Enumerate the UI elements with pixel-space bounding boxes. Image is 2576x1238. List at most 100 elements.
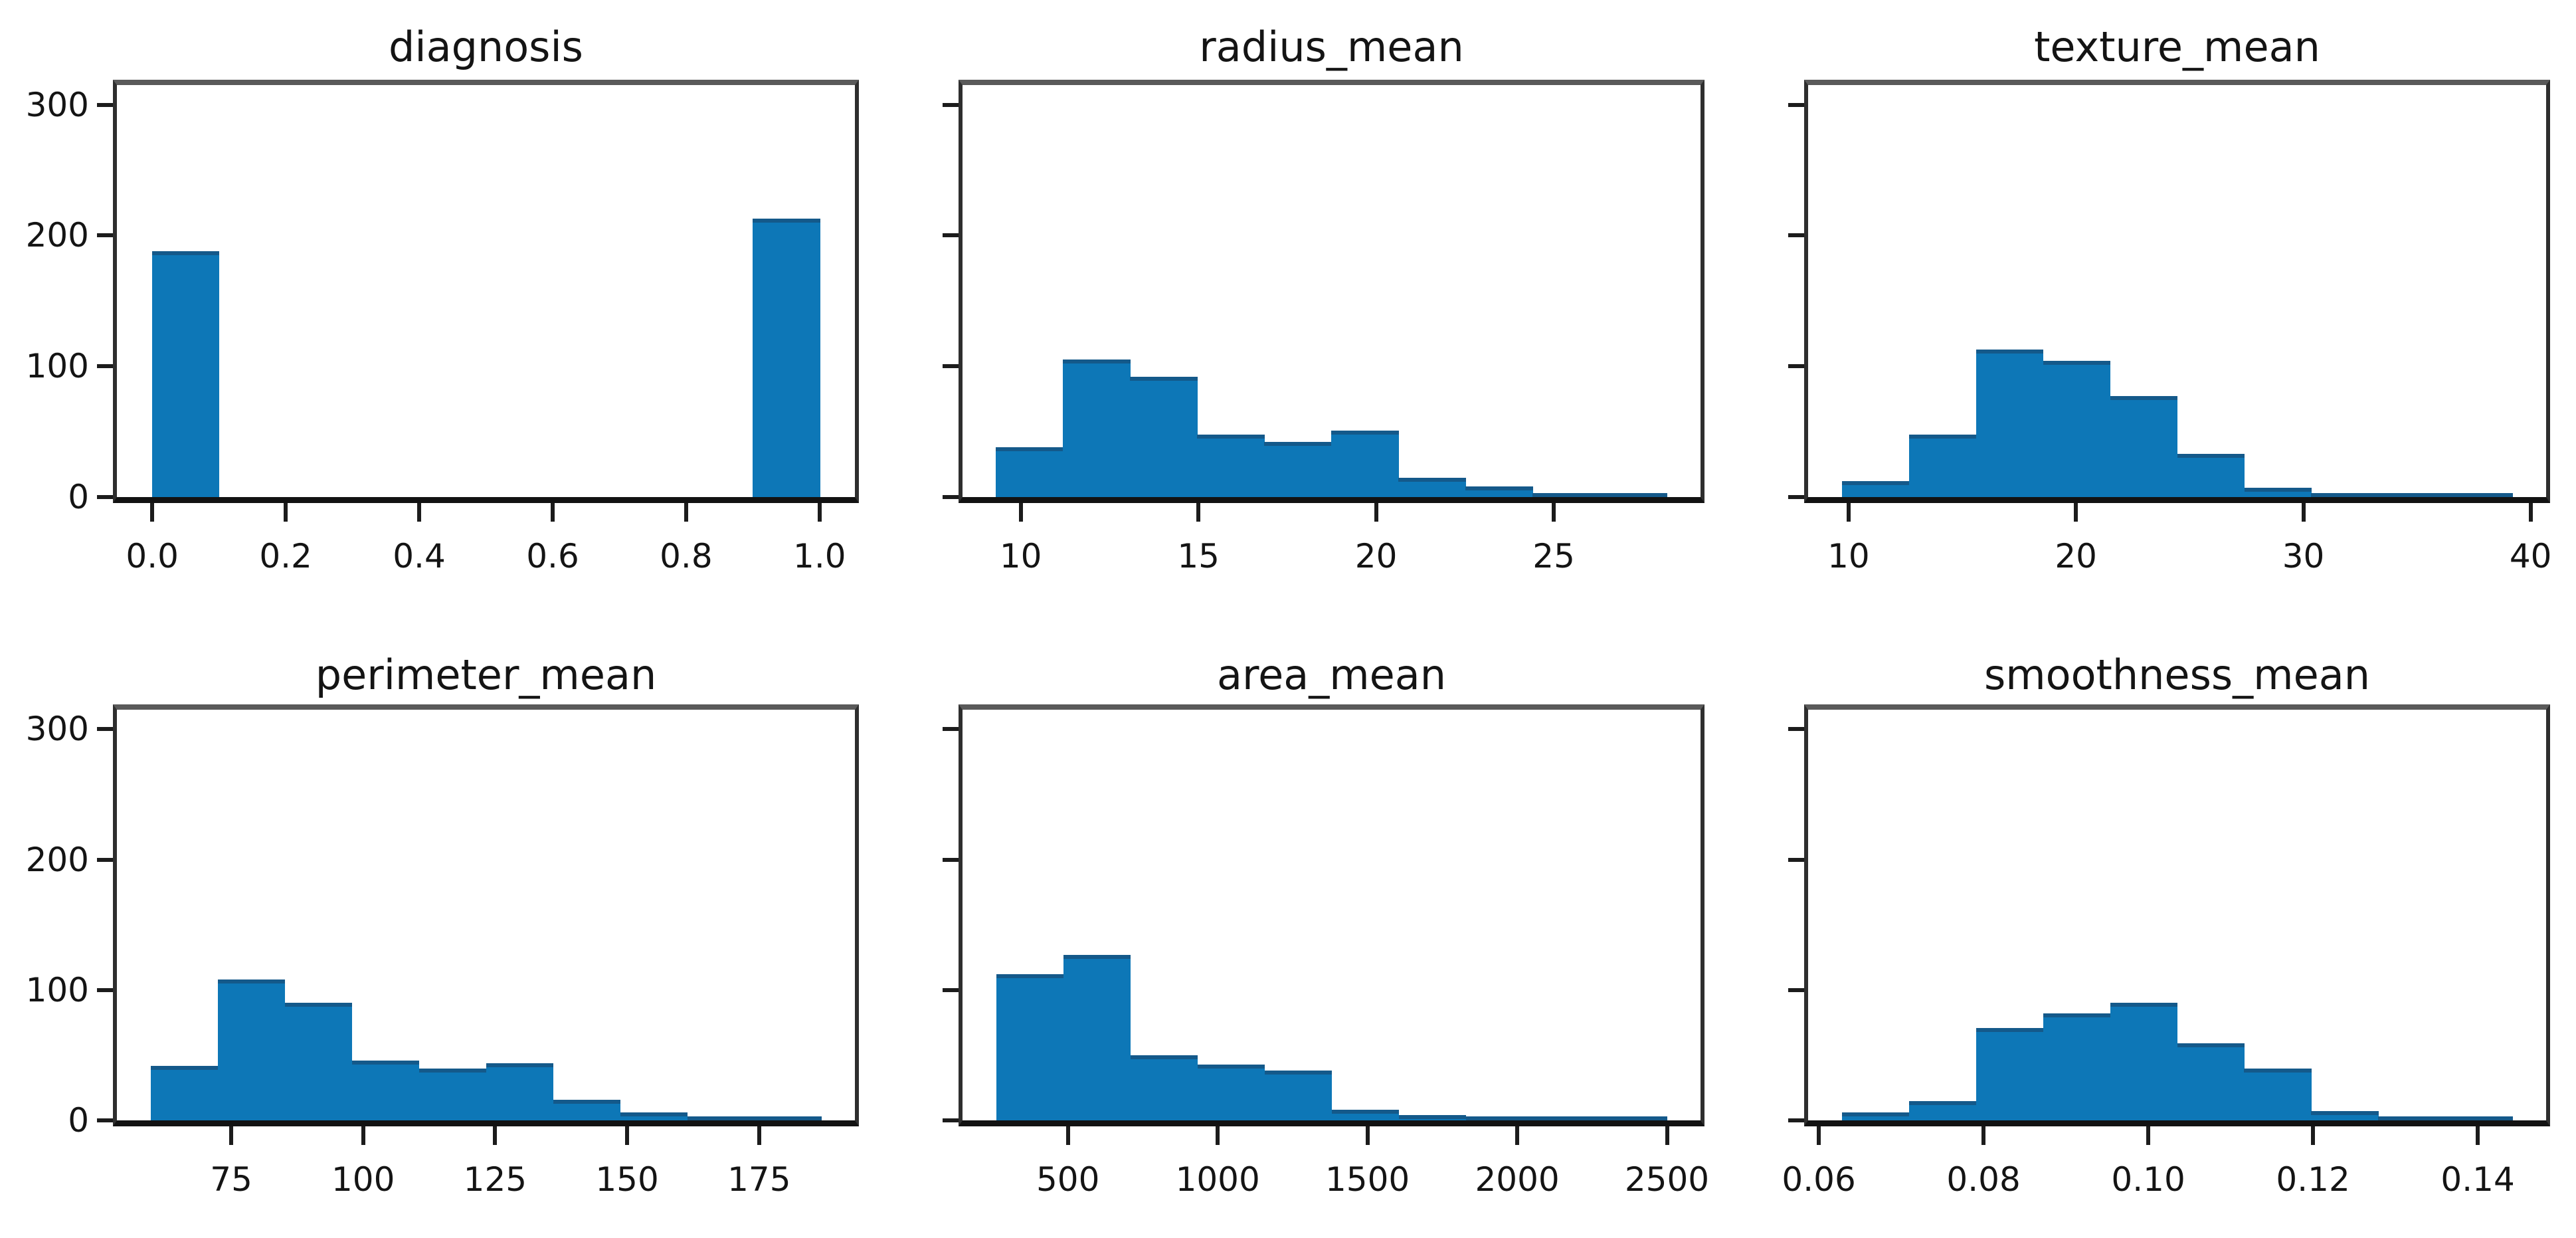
x-tick [1065,1126,1070,1145]
plot-box [113,80,859,503]
y-tick [97,102,113,107]
histogram-bar [1841,481,1910,497]
histogram-bar [1197,1064,1265,1120]
subplot-title: diagnosis [389,22,583,71]
x-tick [1374,503,1378,522]
histogram-bar [1398,477,1466,497]
histogram-bar [1841,1112,1910,1120]
histogram-bar [217,980,286,1120]
histogram-bar [1908,1100,1977,1120]
x-tick-label: 15 [1177,537,1220,575]
subplot-title: perimeter_mean [315,650,657,699]
x-tick [2528,503,2533,522]
x-tick [1981,1126,1986,1145]
histogram-bar [2043,361,2111,497]
y-tick-label: 0 [68,1101,89,1140]
histogram-bar [2311,493,2379,497]
x-tick-label: 0.8 [660,537,713,575]
x-tick-label: 0.6 [526,537,579,575]
x-tick [684,503,688,522]
x-tick-label: 0.12 [2276,1160,2350,1199]
x-tick [1817,1126,1821,1145]
x-tick [2301,503,2306,522]
histogram-bar [1398,1115,1467,1120]
x-tick-label: 10 [1827,537,1870,575]
x-tick [817,503,822,522]
histogram-bar [2110,1003,2178,1120]
x-tick [2311,1126,2316,1145]
y-tick [943,495,959,499]
subplot-title: radius_mean [1199,22,1464,71]
y-tick-label: 100 [25,970,89,1009]
histogram-bar [1465,486,1533,497]
x-tick [551,503,555,522]
histogram-bar [753,218,820,497]
histogram-bar [553,1099,621,1120]
x-tick-label: 20 [2055,537,2097,575]
x-tick [625,1126,630,1145]
x-tick-label: 2500 [1624,1160,1710,1199]
y-tick [1788,857,1804,862]
histogram-bar [687,1116,755,1120]
histogram-bar [2177,454,2245,497]
histogram-bar [1264,442,1332,497]
y-tick [1788,987,1804,992]
histogram-bar [2378,493,2446,497]
histogram-bar [1976,349,2044,497]
y-tick [1788,495,1804,499]
plot-area [963,85,1701,497]
x-tick-label: 10 [999,537,1042,575]
x-tick-label: 2000 [1475,1160,1560,1199]
x-tick [229,1126,234,1145]
histogram-bar [1600,1116,1668,1120]
y-tick [97,857,113,862]
y-tick [943,857,959,862]
histogram-bar [754,1116,822,1120]
histogram-bar [150,1065,219,1120]
x-tick-label: 25 [1532,537,1575,575]
x-tick-label: 1000 [1175,1160,1260,1199]
histogram-bar [1264,1071,1333,1120]
x-tick [150,503,155,522]
x-tick-label: 75 [210,1160,252,1199]
y-tick [97,1118,113,1122]
y-tick-label: 200 [25,216,89,255]
x-tick-label: 100 [331,1160,395,1199]
y-tick [943,364,959,369]
x-tick [757,1126,761,1145]
histogram-bar [1130,1055,1198,1120]
histogram-bar [2244,1068,2312,1120]
y-tick [97,495,113,499]
x-tick [493,1126,498,1145]
x-tick [417,503,421,522]
x-tick-label: 0.14 [2440,1160,2515,1199]
subplot-title: smoothness_mean [1983,650,2371,699]
histogram-bar [418,1068,487,1120]
x-tick-label: 175 [727,1160,791,1199]
x-tick-label: 0.0 [126,537,179,575]
y-tick-label: 0 [68,478,89,516]
y-tick-label: 300 [25,85,89,124]
x-tick [361,1126,365,1145]
y-tick-label: 300 [25,710,89,749]
histogram-bar [1063,954,1131,1120]
y-tick [97,727,113,732]
histogram-bar [486,1063,554,1120]
histogram-bar [2311,1111,2379,1120]
histogram-bar [284,1003,353,1120]
histogram-bar [2177,1043,2245,1120]
x-tick [284,503,288,522]
histogram-bar [1130,376,1198,497]
plot-area [117,710,855,1120]
subplot-title: area_mean [1216,650,1447,699]
y-tick [943,233,959,238]
histogram-bar [1532,1116,1601,1120]
histogram-bar [2445,1116,2513,1120]
x-tick [1018,503,1023,522]
histogram-bar [1197,434,1265,497]
x-tick-label: 0.2 [259,537,312,575]
y-tick [97,987,113,992]
x-tick [2146,1126,2151,1145]
plot-area [1808,85,2546,497]
plot-area [963,710,1701,1120]
